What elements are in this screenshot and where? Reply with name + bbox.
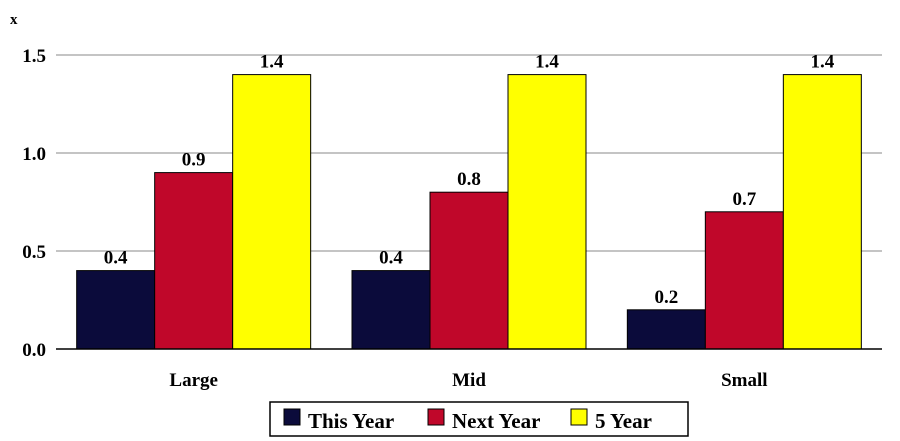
data-label: 1.4 [810, 52, 834, 73]
bars [76, 74, 862, 350]
bar [76, 270, 156, 350]
legend-box [269, 401, 689, 437]
legend-swatch [570, 408, 588, 426]
data-label: 1.4 [535, 52, 559, 73]
data-labels: 0.4 0.9 1.4 0.4 0.8 1.4 0.2 0.7 1.4 [104, 52, 835, 308]
bar [704, 211, 784, 350]
legend-label: Next Year [452, 409, 540, 433]
y-tick-label: 0.0 [22, 340, 46, 361]
data-label: 0.8 [457, 169, 481, 190]
y-tick-label: 1.0 [22, 144, 46, 165]
x-axis-ticks: Large Mid Small [169, 370, 767, 391]
y-tick-label: 1.5 [22, 46, 46, 67]
unit-label: x [10, 12, 18, 28]
data-label: 0.4 [379, 248, 403, 269]
y-tick-label: 0.5 [22, 242, 46, 263]
data-label: 0.9 [182, 150, 206, 171]
data-label: 0.7 [732, 189, 756, 210]
x-tick-label: Large [169, 370, 218, 391]
y-axis-ticks: 0.0 0.5 1.0 1.5 [22, 46, 46, 361]
bar [626, 309, 706, 350]
bar [429, 191, 509, 350]
legend-label: This Year [308, 409, 394, 433]
legend-swatch [427, 408, 445, 426]
data-label: 0.4 [104, 248, 128, 269]
bar [154, 172, 234, 350]
x-tick-label: Mid [452, 370, 486, 391]
x-tick-label: Small [721, 370, 767, 391]
bar [232, 74, 312, 350]
data-label: 0.2 [654, 287, 678, 308]
legend-label: 5 Year [595, 409, 652, 433]
bar [782, 74, 862, 350]
data-label: 1.4 [260, 52, 284, 73]
bar [351, 270, 431, 350]
legend-swatch [283, 408, 301, 426]
legend: This Year Next Year 5 Year [269, 401, 689, 437]
bar [507, 74, 587, 350]
